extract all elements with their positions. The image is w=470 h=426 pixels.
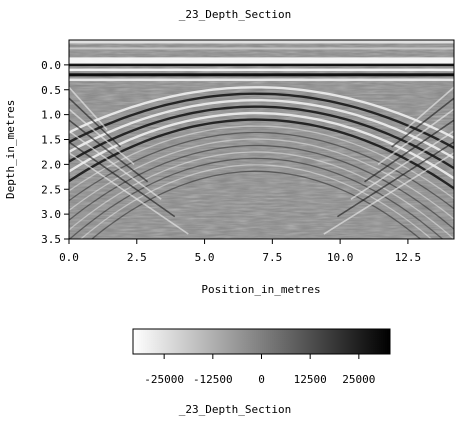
colorbar-tick-label: 0 bbox=[258, 373, 265, 386]
diffraction-limb bbox=[69, 119, 149, 183]
diffraction-limb bbox=[350, 130, 454, 200]
diffraction-limb bbox=[391, 97, 454, 148]
diffraction-limb bbox=[69, 141, 176, 218]
reflection-band bbox=[69, 73, 454, 77]
x-axis-label: Position_in_metres bbox=[201, 283, 321, 296]
reflection-arch bbox=[69, 157, 444, 239]
reflection-arch bbox=[69, 118, 454, 190]
colorbar: -25000 -12500 0 12500 25000 bbox=[132, 328, 391, 386]
x-tick-label: 5.0 bbox=[195, 251, 215, 264]
x-tick-label: 0.0 bbox=[59, 251, 79, 264]
reflection-band bbox=[69, 47, 454, 50]
colorbar-gradient bbox=[132, 328, 391, 355]
colorbar-tick-label: -12500 bbox=[193, 373, 233, 386]
colorbar-tick-label: -25000 bbox=[144, 373, 184, 386]
diffraction-limb bbox=[323, 152, 454, 235]
y-tick-label: 2.5 bbox=[41, 183, 61, 196]
reflection-arch bbox=[69, 86, 454, 140]
y-tick-label: 3.0 bbox=[41, 208, 61, 221]
chart-title: _23_Depth_Section bbox=[178, 8, 292, 21]
radargram-image bbox=[69, 40, 454, 239]
reflection-arch bbox=[90, 170, 422, 239]
diffraction-limb bbox=[377, 108, 454, 166]
x-tick-label: 7.5 bbox=[262, 251, 282, 264]
y-tick-label: 1.5 bbox=[41, 134, 61, 147]
y-tick-label: 0.0 bbox=[41, 59, 61, 72]
diffraction-limb bbox=[69, 108, 135, 165]
x-tick-label: 10.0 bbox=[327, 251, 354, 264]
reflection-arch bbox=[69, 111, 454, 180]
reflection-arch bbox=[79, 164, 433, 239]
reflection-band bbox=[69, 57, 454, 66]
diffraction-limb bbox=[404, 86, 454, 131]
reflection-arch bbox=[69, 92, 454, 150]
y-tick-label: 0.5 bbox=[41, 84, 61, 97]
colorbar-tick-label: 25000 bbox=[342, 373, 375, 386]
diffraction-limb bbox=[69, 130, 162, 200]
reflection-arch bbox=[69, 131, 454, 210]
reflection-band bbox=[69, 78, 454, 82]
colorbar-title: _23_Depth_Section bbox=[178, 403, 292, 416]
reflection-arch bbox=[69, 144, 454, 230]
diffraction-limb bbox=[69, 97, 122, 148]
y-tick-label: 3.5 bbox=[41, 233, 61, 246]
y-tick-label: 1.0 bbox=[41, 109, 61, 122]
diffraction-limb bbox=[69, 86, 108, 131]
reflection-band bbox=[69, 68, 454, 72]
diffraction-limb bbox=[336, 141, 454, 218]
reflection-arch bbox=[69, 138, 454, 220]
reflection-band bbox=[69, 63, 454, 67]
depth-section-chart: 0.0 2.5 5.0 7.5 10.0 12.5 0.0 0.5 1.0 1.5 2.0 2.5 3… bbox=[41, 39, 455, 264]
x-tick-label: 2.5 bbox=[127, 251, 147, 264]
colorbar-tick-label: 12500 bbox=[294, 373, 327, 386]
reflection-arch bbox=[69, 105, 454, 170]
diffraction-limb bbox=[364, 119, 454, 183]
y-tick-label: 2.0 bbox=[41, 158, 61, 171]
reflection-band bbox=[69, 40, 454, 44]
reflection-arch bbox=[69, 125, 454, 200]
x-tick-label: 12.5 bbox=[395, 251, 422, 264]
reflection-arch bbox=[69, 99, 454, 160]
diffraction-limb bbox=[69, 152, 189, 235]
